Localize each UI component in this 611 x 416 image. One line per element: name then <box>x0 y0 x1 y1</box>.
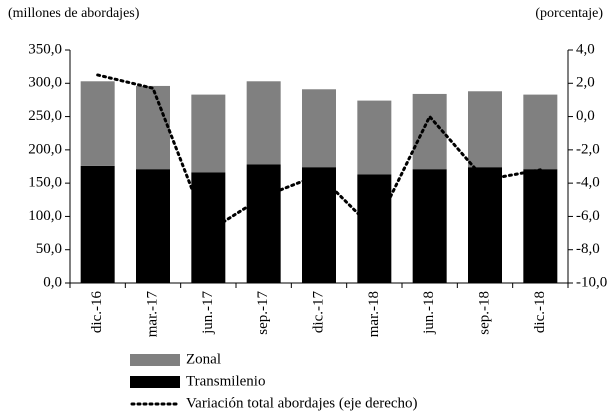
x-tick-label: jun.-18 <box>421 291 437 335</box>
y2-tick-label: -6,0 <box>576 208 600 224</box>
y-axis-label: (millones de abordajes) <box>8 6 140 21</box>
bar <box>246 164 281 283</box>
y-tick-label: 150,0 <box>28 175 62 191</box>
x-tick-label: mar.-18 <box>366 291 382 337</box>
bar <box>412 169 447 283</box>
x-tick-label: sep.-18 <box>476 291 492 335</box>
bar <box>302 167 336 283</box>
y2-tick-label: -2,0 <box>576 141 600 157</box>
legend-swatch <box>130 354 180 366</box>
legend-label: Zonal <box>186 351 221 367</box>
y-tick-label: 300,0 <box>28 75 62 91</box>
bar <box>80 165 115 283</box>
bar <box>302 89 336 168</box>
y2-tick-label: -4,0 <box>576 175 600 191</box>
y2-tick-label: 0,0 <box>576 108 595 124</box>
bar <box>191 94 226 173</box>
y2-tick-label: -10,0 <box>576 274 607 290</box>
bar <box>523 94 558 170</box>
bar <box>80 81 115 166</box>
bar <box>468 167 502 283</box>
y2-tick-label: 2,0 <box>576 75 595 91</box>
legend-swatch <box>130 376 180 388</box>
bar <box>357 100 392 175</box>
y-tick-label: 0,0 <box>43 274 62 290</box>
bar <box>523 169 558 283</box>
x-tick-label: dic.-16 <box>89 291 105 334</box>
x-tick-label: sep.-17 <box>255 291 271 335</box>
y-tick-label: 50,0 <box>36 241 62 257</box>
x-tick-label: dic.-17 <box>310 291 326 334</box>
line-series <box>96 73 542 234</box>
bar <box>136 169 170 283</box>
y2-tick-label: -8,0 <box>576 241 600 257</box>
bar <box>191 172 226 283</box>
legend-label: Variación total abordajes (eje derecho) <box>186 395 418 411</box>
bar <box>136 85 170 170</box>
y2-axis-label: (porcentaje) <box>535 6 603 21</box>
bar <box>246 81 281 165</box>
x-tick-label: jun.-17 <box>200 291 216 335</box>
y-tick-label: 250,0 <box>28 108 62 124</box>
legend-label: Transmilenio <box>186 373 265 389</box>
y-tick-label: 350,0 <box>28 41 62 57</box>
x-tick-label: dic.-18 <box>532 291 548 333</box>
x-tick-label: mar.-17 <box>144 291 160 338</box>
y-tick-label: 100,0 <box>28 208 62 224</box>
y2-tick-label: 4,0 <box>576 41 595 57</box>
y-tick-label: 200,0 <box>28 141 62 157</box>
bar <box>468 91 502 168</box>
